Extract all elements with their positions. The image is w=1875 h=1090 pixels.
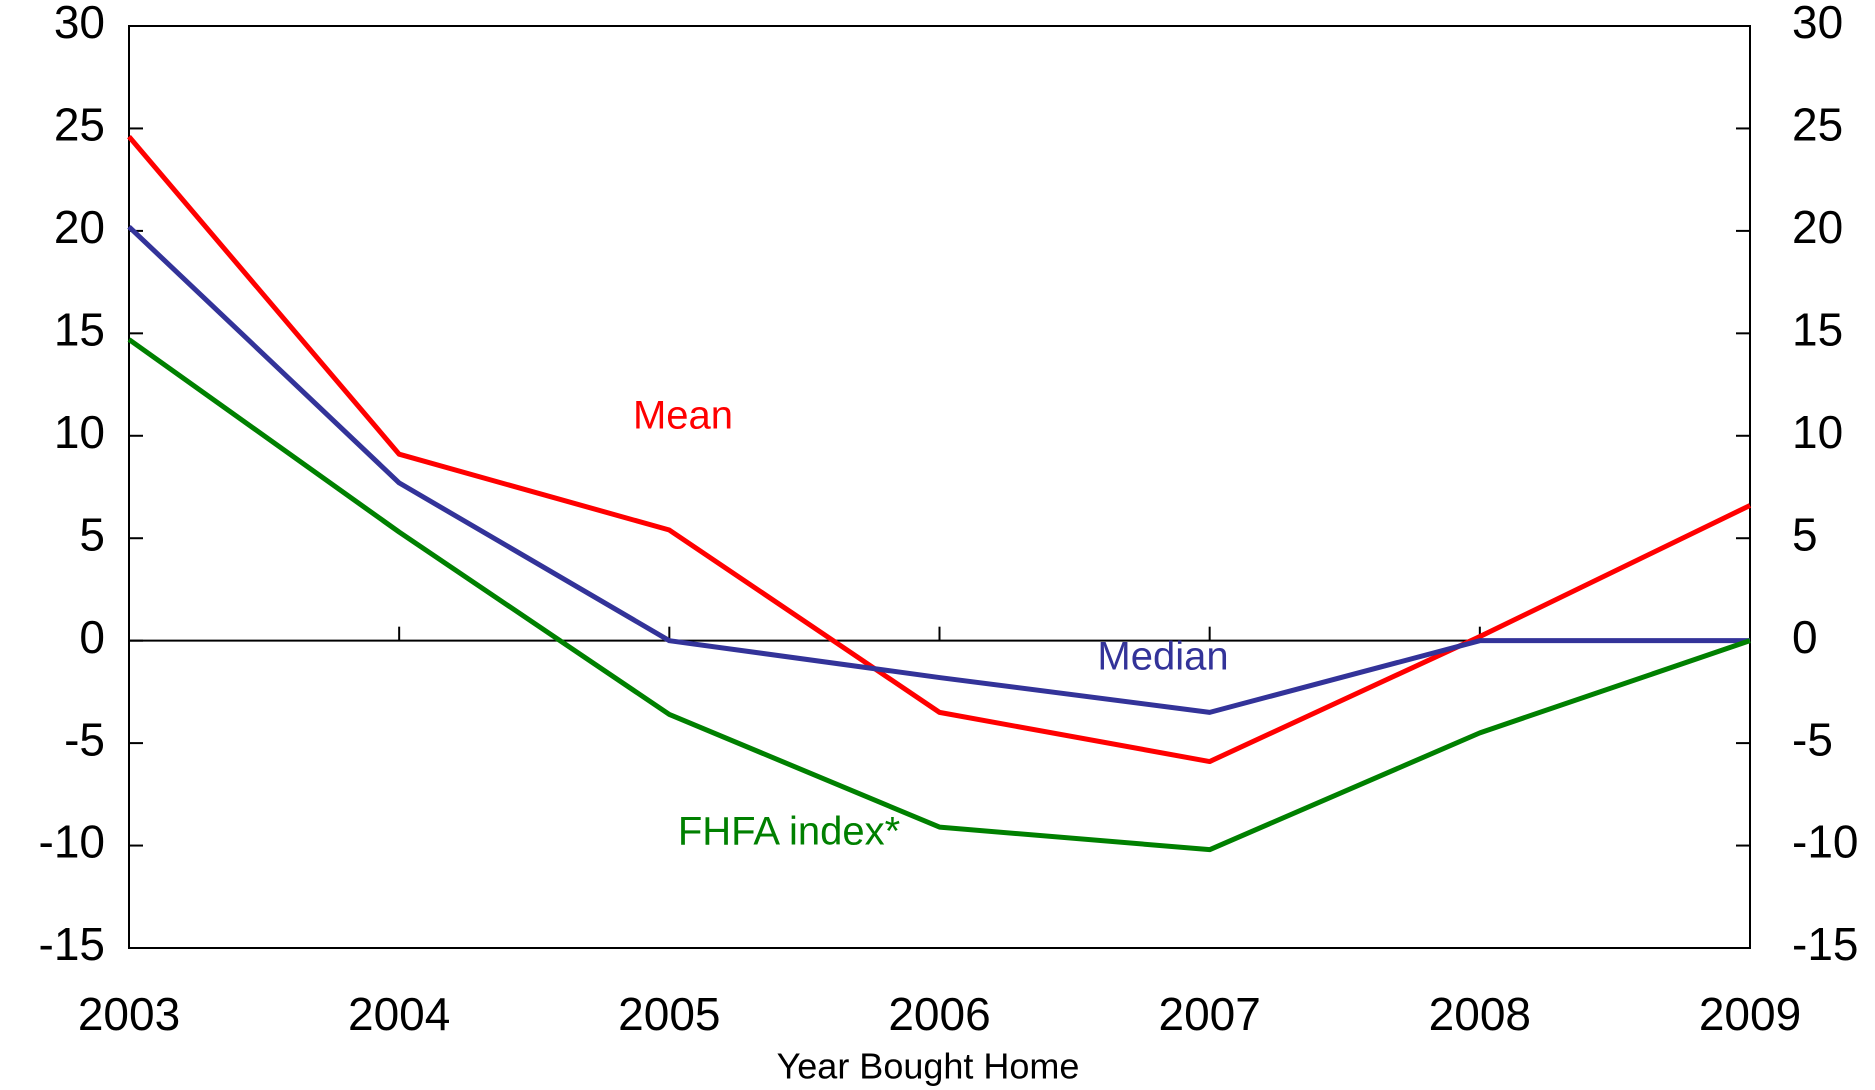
- x-axis-label: Year Bought Home: [777, 1046, 1080, 1087]
- y-tick-label: 0: [79, 611, 105, 663]
- series-line: [127, 224, 1750, 715]
- series-label: Mean: [633, 394, 733, 438]
- y2-tick-label: -10: [1792, 816, 1858, 868]
- y2-tick-label: 15: [1792, 303, 1843, 355]
- y-tick-label: 5: [79, 508, 105, 560]
- y-tick-label: -15: [39, 918, 105, 970]
- x-tick-label: 2003: [78, 988, 180, 1040]
- y2-tick-label: 10: [1792, 406, 1843, 458]
- x-tick-label: 2009: [1699, 988, 1801, 1040]
- x-tick-label: 2008: [1429, 988, 1531, 1040]
- y2-tick-label: 5: [1792, 508, 1818, 560]
- y-tick-label: -5: [64, 713, 105, 765]
- y-tick-label: -10: [39, 816, 105, 868]
- y-tick-label: 25: [54, 99, 105, 151]
- y2-tick-label: 20: [1792, 201, 1843, 253]
- x-tick-label: 2006: [888, 988, 990, 1040]
- series-line: [127, 135, 1752, 765]
- x-tick-label: 2007: [1158, 988, 1260, 1040]
- y2-tick-label: 0: [1792, 611, 1818, 663]
- y2-tick-label: 30: [1792, 0, 1843, 48]
- y2-tick-label: -5: [1792, 713, 1833, 765]
- series-label: Median: [1097, 635, 1228, 679]
- series-label: FHFA index*: [678, 810, 900, 854]
- y-tick-label: 20: [54, 201, 105, 253]
- plot-frame: [128, 25, 1751, 949]
- y-tick-label: 15: [54, 303, 105, 355]
- x-tick-label: 2005: [618, 988, 720, 1040]
- y-tick-label: 10: [54, 406, 105, 458]
- y2-tick-label: -15: [1792, 918, 1858, 970]
- y2-tick-label: 25: [1792, 99, 1843, 151]
- x-tick-label: 2004: [348, 988, 450, 1040]
- y-tick-label: 30: [54, 0, 105, 48]
- series-line: [127, 337, 1751, 853]
